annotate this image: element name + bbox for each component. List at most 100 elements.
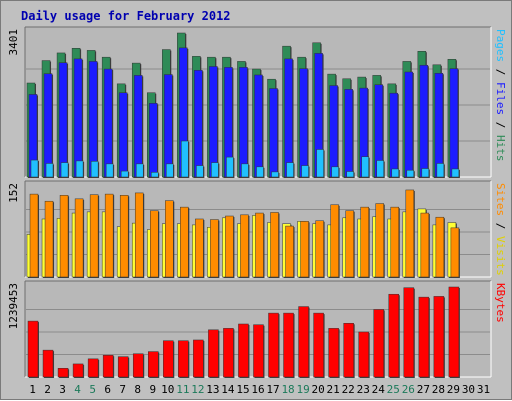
kbytes-bar-day-15 (238, 323, 249, 378)
kbytes-bar-day-6 (102, 354, 114, 378)
kbytes-bar-day-12 (193, 339, 204, 378)
sites-bar-day-21 (330, 204, 339, 278)
x-label-day-3: 3 (59, 383, 66, 396)
x-label-day-12: 12 (191, 383, 204, 396)
kbytes-bar-day-18 (283, 312, 294, 378)
files-bar-day-2 (43, 73, 53, 178)
x-label-day-4: 4 (74, 383, 81, 396)
sites-bar-day-29 (450, 227, 460, 278)
hits-legend-label-part-3: Files (494, 82, 507, 115)
files-bar-day-17 (269, 88, 278, 178)
x-label-day-2: 2 (44, 383, 51, 396)
sites-bar-day-27 (420, 212, 430, 278)
kbytes-bar-day-27 (418, 296, 430, 378)
pages-bar-day-14 (226, 156, 234, 178)
files-bar-day-5 (88, 61, 98, 178)
sites-bar-day-13 (210, 219, 219, 278)
x-label-day-14: 14 (221, 383, 235, 396)
kbytes-bar-day-2 (42, 349, 54, 378)
visits-y-max-label: 152 (7, 183, 20, 203)
sites-bar-day-5 (89, 194, 99, 278)
kbytes-bar-day-19 (298, 306, 309, 378)
sites-bar-day-10 (165, 200, 174, 278)
pages-bar-day-3 (60, 162, 69, 178)
kbytes-bar-day-9 (148, 351, 159, 378)
x-label-day-13: 13 (206, 383, 219, 396)
files-bar-day-9 (149, 103, 158, 178)
kbytes-bar-day-13 (208, 329, 219, 378)
sites-bar-day-25 (390, 206, 400, 278)
sites-bar-day-8 (134, 192, 144, 278)
hits-legend-label-part-4: / (494, 115, 507, 135)
files-bar-day-28 (434, 73, 444, 178)
kbytes-bar-day-24 (373, 309, 384, 378)
sites-bar-day-11 (180, 206, 189, 278)
x-label-day-27: 27 (417, 383, 430, 396)
pages-bar-day-28 (436, 163, 445, 178)
pages-bar-day-12 (196, 165, 204, 178)
visits-legend-label-part-3: Visits (494, 236, 507, 276)
sites-bar-day-19 (300, 221, 309, 278)
files-bar-day-3 (58, 62, 68, 178)
sites-bar-day-28 (435, 216, 445, 278)
hits-legend-label-part-5: Hits (494, 135, 507, 162)
sites-bar-day-14 (225, 215, 234, 278)
kbytes-y-max-label: 1239453 (7, 283, 20, 329)
sites-bar-day-6 (104, 193, 114, 278)
kbytes-bar-day-7 (117, 356, 129, 378)
hits-legend-label-part-2: / (494, 62, 507, 82)
pages-bar-day-1 (30, 159, 39, 178)
x-label-day-11: 11 (176, 383, 189, 396)
sites-bar-day-1 (29, 193, 39, 278)
files-bar-day-15 (239, 67, 248, 178)
x-label-day-22: 22 (342, 383, 355, 396)
visits-legend-label: Sites / Visits (494, 183, 507, 276)
pages-bar-day-17 (271, 171, 279, 178)
kbytes-bar-day-3 (57, 368, 69, 378)
x-label-day-6: 6 (104, 383, 111, 396)
kbytes-bar-day-8 (132, 353, 144, 378)
pages-bar-day-5 (90, 161, 99, 178)
x-label-day-30: 30 (462, 383, 475, 396)
sites-bar-day-18 (285, 225, 294, 278)
pages-bar-day-15 (241, 163, 249, 178)
pages-bar-day-10 (166, 163, 174, 178)
sites-bar-day-20 (315, 220, 324, 278)
x-label-day-29: 29 (447, 383, 460, 396)
files-bar-day-29 (449, 68, 459, 178)
x-label-day-28: 28 (432, 383, 445, 396)
visits-legend-label-part-2: / (494, 216, 507, 236)
pages-bar-day-25 (391, 168, 400, 178)
pages-bar-day-23 (361, 156, 369, 178)
files-bar-day-18 (284, 58, 293, 178)
pages-bar-day-4 (75, 160, 84, 178)
pages-bar-day-29 (451, 168, 460, 178)
files-bar-day-26 (404, 71, 414, 178)
kbytes-bar-day-22 (343, 323, 354, 378)
kbytes-bar-day-29 (448, 286, 460, 378)
x-label-day-23: 23 (357, 383, 370, 396)
files-bar-day-21 (329, 85, 338, 178)
kbytes-bar-day-10 (163, 340, 174, 378)
pages-bar-day-16 (256, 166, 264, 178)
pages-bar-day-7 (120, 170, 129, 178)
pages-bar-day-26 (406, 169, 415, 178)
x-label-day-8: 8 (134, 383, 141, 396)
pages-bar-day-27 (421, 168, 430, 178)
kbytes-bar-day-14 (223, 328, 234, 378)
x-label-day-26: 26 (402, 383, 415, 396)
files-bar-day-13 (209, 66, 218, 178)
kbytes-bar-day-23 (358, 331, 369, 378)
files-bar-day-27 (419, 64, 429, 178)
pages-bar-day-19 (301, 165, 309, 178)
sites-bar-day-4 (74, 198, 84, 278)
x-label-day-15: 15 (236, 383, 249, 396)
sites-bar-day-22 (345, 210, 354, 278)
pages-bar-day-8 (135, 163, 144, 178)
files-bar-day-12 (194, 70, 203, 178)
x-label-day-25: 25 (387, 383, 400, 396)
pages-bar-day-18 (286, 162, 294, 178)
sites-bar-day-17 (270, 212, 279, 278)
sites-bar-day-26 (405, 189, 415, 278)
